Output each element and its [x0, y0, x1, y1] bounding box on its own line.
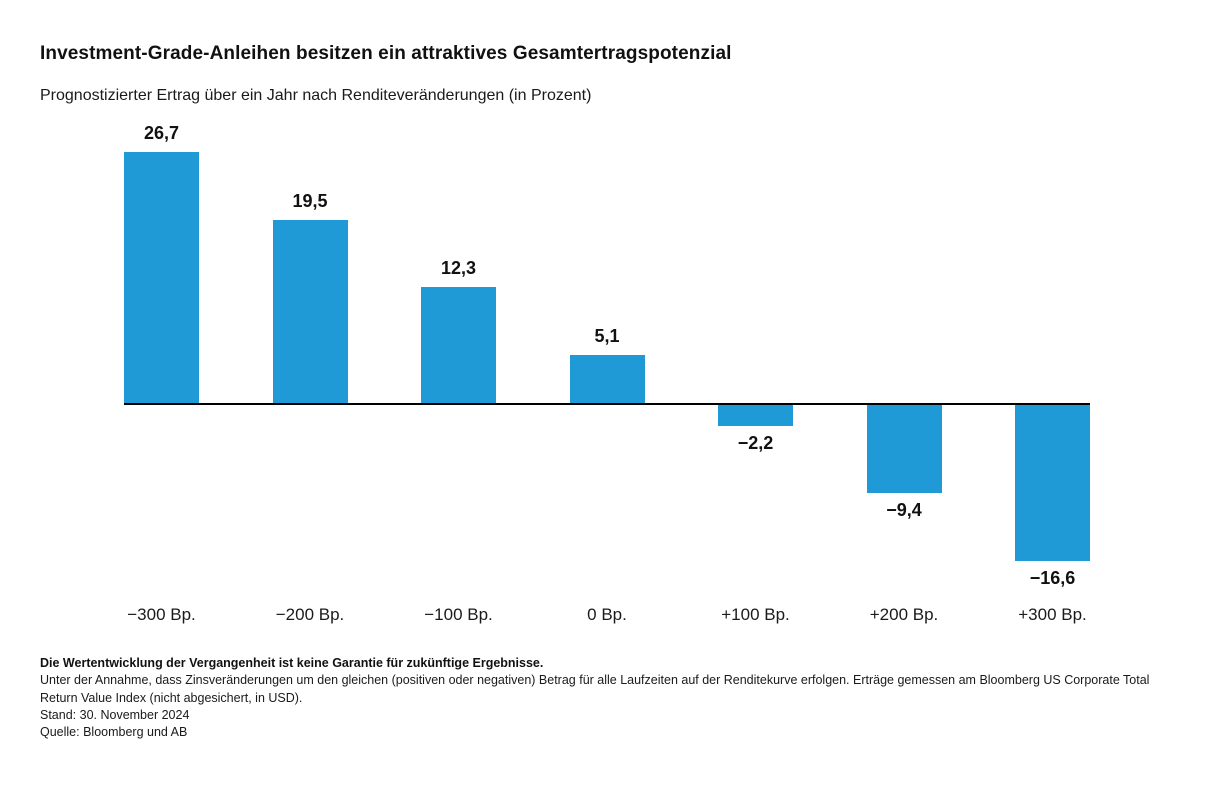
x-tick-label: 0 Bp.: [587, 605, 627, 624]
bar-value-label: −16,6: [1029, 568, 1076, 589]
bar-value-label: 5,1: [594, 326, 620, 347]
bar-value-label: 26,7: [143, 123, 180, 144]
x-tick-label: −300 Bp.: [127, 605, 196, 624]
x-tick-label: +100 Bp.: [721, 605, 790, 624]
bar: [718, 405, 793, 426]
footnotes: Die Wertentwicklung der Vergangenheit is…: [40, 655, 1175, 741]
footnote-disclaimer: Die Wertentwicklung der Vergangenheit is…: [40, 656, 544, 670]
x-tick-label: −200 Bp.: [275, 605, 345, 624]
bar-value-label: 12,3: [440, 258, 477, 279]
bar-value-label: −9,4: [886, 500, 922, 521]
bar-value-label: −2,2: [737, 432, 774, 453]
chart-subtitle: Prognostizierter Ertrag über ein Jahr na…: [40, 87, 592, 104]
bar: [272, 219, 348, 403]
footnote-note: Unter der Annahme, dass Zinsveränderunge…: [40, 673, 1150, 705]
bar: [421, 287, 496, 403]
bar-chart: 26,7 −300 Bp. 19,5 −200 Bp. 12,3 −100 Bp. 5,1 0…: [124, 122, 1090, 642]
x-tick-label: +300 Bp.: [1018, 605, 1087, 624]
bar: [866, 405, 942, 494]
x-axis-line: [124, 403, 1090, 405]
bar: [1015, 405, 1090, 562]
footnote-as-of: Stand: 30. November 2024: [40, 707, 190, 722]
x-tick-label: +200 Bp.: [869, 605, 939, 624]
chart-title: Investment-Grade-Anleihen besitzen ein a…: [40, 43, 732, 64]
bar: [124, 152, 199, 403]
x-tick-label: −100 Bp.: [424, 605, 493, 624]
bar-value-label: 19,5: [292, 190, 328, 211]
bar: [569, 355, 645, 403]
footnote-source: Quelle: Bloomberg und AB: [40, 725, 188, 740]
